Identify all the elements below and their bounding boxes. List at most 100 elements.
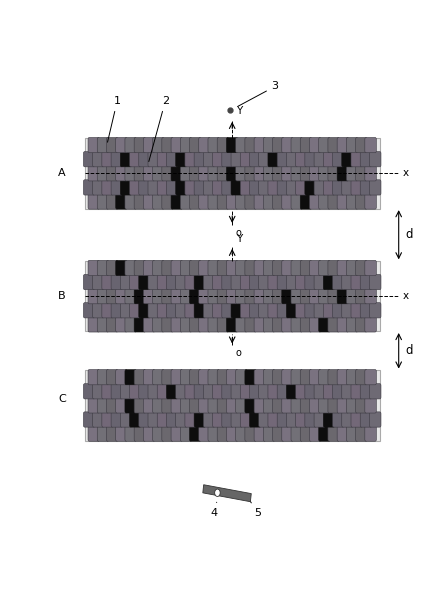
FancyBboxPatch shape [162, 260, 173, 275]
FancyBboxPatch shape [88, 194, 100, 209]
FancyBboxPatch shape [97, 194, 109, 209]
FancyBboxPatch shape [342, 412, 353, 427]
Text: Y: Y [236, 106, 242, 116]
FancyBboxPatch shape [272, 398, 284, 413]
FancyBboxPatch shape [268, 151, 280, 167]
FancyBboxPatch shape [106, 288, 118, 304]
FancyBboxPatch shape [259, 151, 270, 167]
FancyBboxPatch shape [88, 138, 100, 152]
FancyBboxPatch shape [199, 288, 210, 304]
FancyBboxPatch shape [125, 288, 136, 304]
FancyBboxPatch shape [328, 369, 339, 385]
FancyBboxPatch shape [351, 303, 362, 318]
FancyBboxPatch shape [369, 151, 381, 167]
FancyBboxPatch shape [263, 288, 275, 304]
FancyBboxPatch shape [328, 398, 339, 413]
FancyBboxPatch shape [291, 426, 303, 441]
FancyBboxPatch shape [116, 426, 127, 441]
FancyBboxPatch shape [249, 151, 261, 167]
FancyBboxPatch shape [97, 260, 109, 275]
FancyBboxPatch shape [144, 288, 155, 304]
FancyBboxPatch shape [319, 138, 330, 152]
FancyBboxPatch shape [365, 260, 377, 275]
FancyBboxPatch shape [346, 288, 358, 304]
FancyBboxPatch shape [356, 426, 367, 441]
FancyBboxPatch shape [208, 317, 219, 332]
FancyBboxPatch shape [360, 180, 372, 195]
FancyBboxPatch shape [180, 194, 192, 209]
FancyBboxPatch shape [139, 384, 150, 399]
FancyBboxPatch shape [213, 180, 224, 195]
Circle shape [215, 489, 220, 496]
FancyBboxPatch shape [360, 151, 372, 167]
FancyBboxPatch shape [263, 317, 275, 332]
FancyBboxPatch shape [125, 138, 136, 152]
FancyBboxPatch shape [203, 412, 215, 427]
FancyBboxPatch shape [342, 151, 353, 167]
FancyBboxPatch shape [319, 288, 330, 304]
Text: 4: 4 [210, 502, 218, 518]
FancyBboxPatch shape [310, 138, 321, 152]
FancyBboxPatch shape [249, 274, 261, 290]
FancyBboxPatch shape [116, 317, 127, 332]
FancyBboxPatch shape [226, 194, 238, 209]
FancyBboxPatch shape [263, 260, 275, 275]
FancyBboxPatch shape [93, 384, 104, 399]
FancyBboxPatch shape [295, 151, 307, 167]
FancyBboxPatch shape [337, 138, 349, 152]
FancyBboxPatch shape [319, 260, 330, 275]
FancyBboxPatch shape [259, 274, 270, 290]
FancyBboxPatch shape [365, 138, 377, 152]
FancyBboxPatch shape [300, 288, 312, 304]
FancyBboxPatch shape [148, 274, 159, 290]
Text: x: x [403, 291, 409, 301]
Text: B: B [58, 291, 66, 301]
FancyBboxPatch shape [83, 412, 95, 427]
FancyBboxPatch shape [328, 138, 339, 152]
FancyBboxPatch shape [129, 384, 141, 399]
FancyBboxPatch shape [144, 138, 155, 152]
FancyBboxPatch shape [88, 369, 100, 385]
Text: o: o [236, 348, 241, 358]
Text: A: A [58, 168, 66, 178]
FancyBboxPatch shape [254, 398, 266, 413]
FancyBboxPatch shape [106, 426, 118, 441]
FancyBboxPatch shape [351, 274, 362, 290]
FancyBboxPatch shape [134, 165, 146, 181]
FancyBboxPatch shape [176, 303, 187, 318]
Text: o: o [236, 228, 241, 238]
FancyBboxPatch shape [116, 260, 127, 275]
FancyBboxPatch shape [333, 274, 344, 290]
FancyBboxPatch shape [148, 151, 159, 167]
FancyBboxPatch shape [93, 151, 104, 167]
FancyBboxPatch shape [176, 384, 187, 399]
FancyBboxPatch shape [282, 288, 293, 304]
FancyBboxPatch shape [295, 180, 307, 195]
Text: 5: 5 [249, 499, 261, 518]
FancyBboxPatch shape [231, 180, 243, 195]
FancyBboxPatch shape [217, 288, 229, 304]
FancyBboxPatch shape [203, 384, 215, 399]
FancyBboxPatch shape [245, 165, 256, 181]
FancyBboxPatch shape [162, 398, 173, 413]
FancyBboxPatch shape [263, 138, 275, 152]
FancyBboxPatch shape [272, 138, 284, 152]
FancyBboxPatch shape [190, 260, 201, 275]
FancyBboxPatch shape [162, 165, 173, 181]
FancyBboxPatch shape [272, 288, 284, 304]
FancyBboxPatch shape [222, 412, 233, 427]
FancyBboxPatch shape [157, 151, 169, 167]
FancyBboxPatch shape [346, 369, 358, 385]
FancyBboxPatch shape [346, 165, 358, 181]
FancyBboxPatch shape [254, 260, 266, 275]
FancyBboxPatch shape [226, 288, 238, 304]
FancyBboxPatch shape [231, 303, 243, 318]
FancyBboxPatch shape [314, 151, 326, 167]
FancyBboxPatch shape [249, 412, 261, 427]
FancyBboxPatch shape [199, 165, 210, 181]
FancyBboxPatch shape [351, 151, 362, 167]
FancyBboxPatch shape [305, 151, 316, 167]
Bar [85, 370, 380, 441]
FancyBboxPatch shape [319, 165, 330, 181]
FancyBboxPatch shape [180, 398, 192, 413]
